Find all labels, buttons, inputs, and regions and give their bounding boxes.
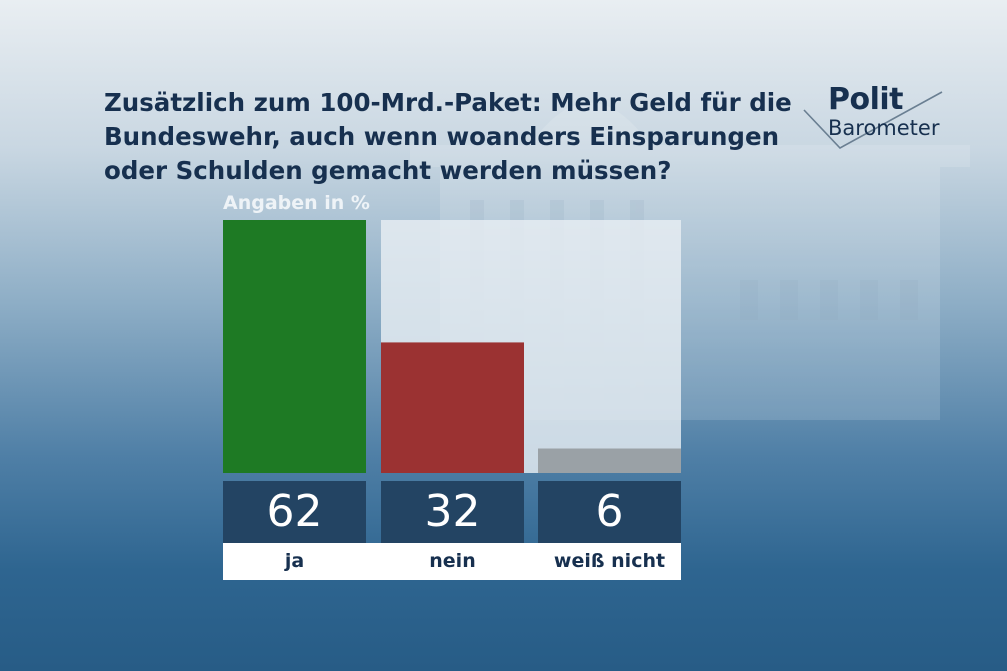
logo-word-barometer: Barometer [828, 116, 940, 140]
bar-nein [381, 342, 524, 473]
bar-weiss-nicht [538, 448, 681, 473]
value-label-nein: 32 [381, 481, 524, 543]
value-label-ja: 62 [223, 481, 366, 543]
value-label-weiss-nicht: 6 [538, 481, 681, 543]
chart-title: Zusätzlich zum 100-Mrd.-Paket: Mehr Geld… [104, 88, 792, 185]
logo-word-polit: Polit [828, 82, 904, 117]
checkmark-icon [803, 91, 943, 149]
category-label-weiss-nicht: weiß nicht [553, 550, 666, 572]
y-axis-unit-label: Angaben in % [223, 192, 370, 214]
category-label-nein: nein [429, 550, 476, 572]
bar-ja [223, 220, 366, 473]
category-label-ja: ja [284, 550, 305, 572]
politbarometer-logo: Polit Barometer [802, 80, 952, 150]
category-band [223, 543, 681, 580]
